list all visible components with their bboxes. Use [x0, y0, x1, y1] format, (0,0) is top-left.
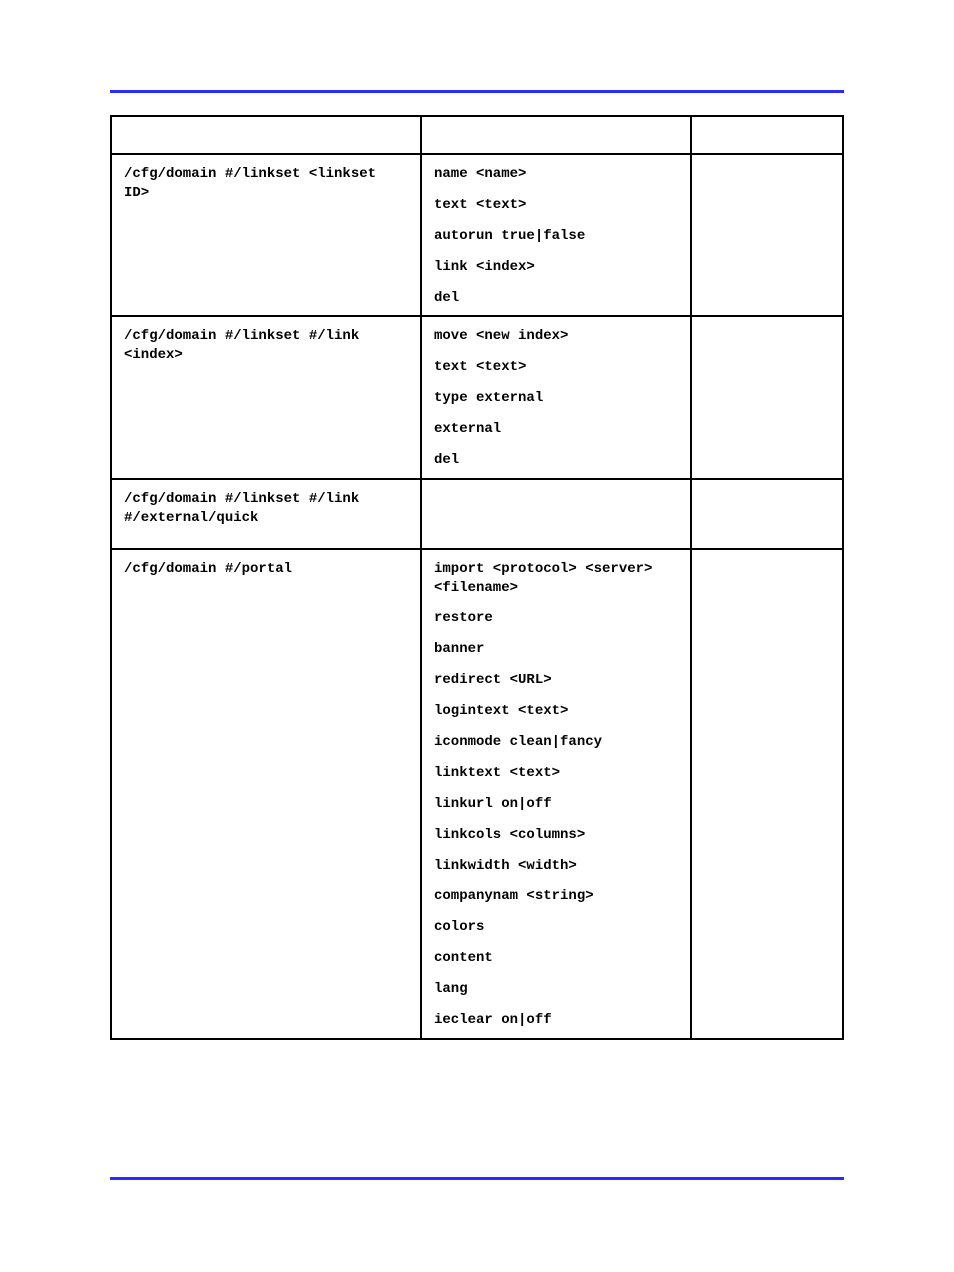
- command-entry: content: [434, 949, 678, 968]
- notes-cell: [691, 154, 843, 316]
- table-row: /cfg/domain #/linkset <linkset ID>name <…: [111, 154, 843, 316]
- command-entry: linkurl on|off: [434, 795, 678, 814]
- path-cell: /cfg/domain #/linkset <linkset ID>: [111, 154, 421, 316]
- bottom-horizontal-rule: [110, 1177, 844, 1180]
- command-entry: redirect <URL>: [434, 671, 678, 690]
- command-entry: logintext <text>: [434, 702, 678, 721]
- command-entry: [434, 490, 678, 509]
- command-entry: del: [434, 289, 678, 308]
- table-header-row: [111, 116, 843, 154]
- table-row: /cfg/domain #/linkset #/link #/external/…: [111, 479, 843, 549]
- command-entry: import <protocol> <server> <filename>: [434, 560, 678, 598]
- command-entry: colors: [434, 918, 678, 937]
- command-entry: linkwidth <width>: [434, 857, 678, 876]
- commands-cell: [421, 479, 691, 549]
- command-entry: type external: [434, 389, 678, 408]
- command-entry: linktext <text>: [434, 764, 678, 783]
- notes-cell: [691, 479, 843, 549]
- command-entry: companynam <string>: [434, 887, 678, 906]
- path-cell: /cfg/domain #/linkset #/link <index>: [111, 316, 421, 478]
- header-cell: [111, 116, 421, 154]
- header-cell: [421, 116, 691, 154]
- path-cell: /cfg/domain #/linkset #/link #/external/…: [111, 479, 421, 549]
- command-entry: del: [434, 451, 678, 470]
- header-cell: [691, 116, 843, 154]
- path-cell: /cfg/domain #/portal: [111, 549, 421, 1039]
- commands-cell: import <protocol> <server> <filename> res…: [421, 549, 691, 1039]
- command-entry: text <text>: [434, 196, 678, 215]
- top-horizontal-rule: [110, 90, 844, 93]
- command-entry: iconmode clean|fancy: [434, 733, 678, 752]
- command-entry: [434, 521, 678, 540]
- command-entry: text <text>: [434, 358, 678, 377]
- command-entry: name <name>: [434, 165, 678, 184]
- command-entry: move <new index>: [434, 327, 678, 346]
- command-entry: link <index>: [434, 258, 678, 277]
- commands-cell: name <name> text <text> autorun true|false…: [421, 154, 691, 316]
- command-entry: autorun true|false: [434, 227, 678, 246]
- command-entry: lang: [434, 980, 678, 999]
- command-entry: linkcols <columns>: [434, 826, 678, 845]
- table-row: /cfg/domain #/portalimport <protocol> <s…: [111, 549, 843, 1039]
- notes-cell: [691, 549, 843, 1039]
- notes-cell: [691, 316, 843, 478]
- table-row: /cfg/domain #/linkset #/link <index>move…: [111, 316, 843, 478]
- command-entry: external: [434, 420, 678, 439]
- config-reference-table: /cfg/domain #/linkset <linkset ID>name <…: [110, 115, 844, 1040]
- commands-cell: move <new index> text <text> type external…: [421, 316, 691, 478]
- command-entry: ieclear on|off: [434, 1011, 678, 1030]
- command-entry: banner: [434, 640, 678, 659]
- command-entry: restore: [434, 609, 678, 628]
